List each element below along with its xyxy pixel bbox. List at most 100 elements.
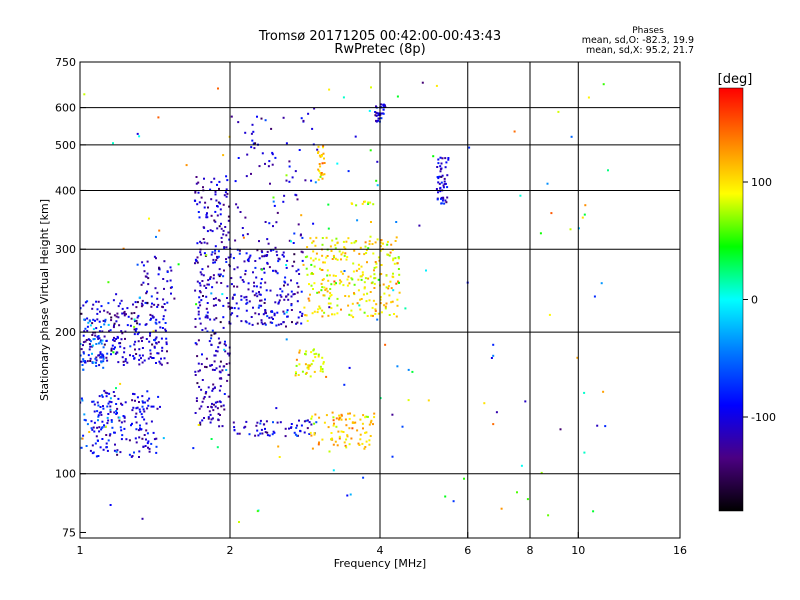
data-point [259,282,262,285]
data-point [524,400,527,403]
data-point [251,123,254,126]
data-point [141,405,144,408]
data-point [214,249,217,252]
data-point [220,236,223,239]
data-point [101,438,104,440]
data-point [143,359,146,362]
data-point [130,424,132,427]
data-point [261,255,264,258]
data-point [96,439,99,442]
data-point [101,330,104,333]
data-point [89,360,92,362]
data-point [135,412,138,415]
data-point [368,299,371,302]
data-point [96,312,99,315]
data-point [212,387,215,390]
data-point [357,442,360,445]
data-point [226,179,229,182]
data-point [443,183,446,186]
data-point [328,274,331,277]
data-point [142,401,145,404]
data-point [133,312,136,314]
data-point [380,264,383,266]
data-point [310,284,313,287]
data-point [125,313,127,316]
data-point [304,363,307,366]
data-point [216,255,218,258]
data-point [219,341,222,344]
data-point [364,277,367,280]
data-point [80,354,82,357]
data-point [332,254,335,257]
data-point [202,295,204,297]
data-point [353,292,355,295]
data-point [393,313,395,315]
data-point [304,179,307,182]
data-point [346,278,349,281]
data-point [199,291,202,294]
data-point [140,302,143,305]
data-point [199,304,202,307]
data-point [350,202,353,205]
data-point [386,243,389,246]
data-point [331,258,334,260]
data-point [223,247,226,250]
data-point [310,363,313,366]
data-point [219,321,222,324]
data-point [264,281,267,284]
data-point [197,362,200,365]
data-point [220,282,223,284]
data-point [333,313,336,316]
data-point [305,267,308,270]
data-point [371,314,374,317]
data-point [141,340,143,342]
data-point [395,221,398,223]
data-point [373,269,375,272]
data-point [219,202,222,205]
data-point [149,313,152,316]
data-point [195,176,198,178]
data-point [264,162,266,165]
data-point [218,425,221,428]
data-point [342,284,345,287]
x-tick-label: 4 [377,544,384,557]
data-point [322,146,324,149]
data-point [121,312,124,315]
data-point [245,420,248,423]
data-point [244,320,247,323]
data-point [209,421,212,424]
data-point [243,296,246,299]
data-point [357,289,360,292]
data-point [207,386,210,389]
data-point [277,301,280,304]
data-point [234,180,237,183]
data-point [203,284,206,287]
data-point [315,252,318,255]
data-point [126,361,129,364]
data-point [311,415,314,418]
stats-o-mode: mean, sd,O: -82.3, 19.9 [582,35,694,46]
data-point [318,258,321,261]
data-point [302,263,305,266]
data-point [105,395,108,398]
data-point [373,282,376,285]
data-point [88,343,91,345]
data-point [81,437,84,440]
data-point [204,392,207,395]
x-tick-label: 1 [77,544,84,557]
data-point [256,115,258,118]
data-point [327,227,330,230]
data-point [102,360,105,363]
data-point [329,302,332,305]
data-point [84,361,87,364]
data-point [250,172,252,175]
data-point [198,201,201,204]
data-point [215,259,218,262]
data-point [86,317,89,320]
data-point [325,414,328,417]
data-point [140,337,143,340]
data-point [327,314,330,317]
data-point [149,349,152,352]
data-point [288,180,291,183]
data-point [347,170,350,173]
